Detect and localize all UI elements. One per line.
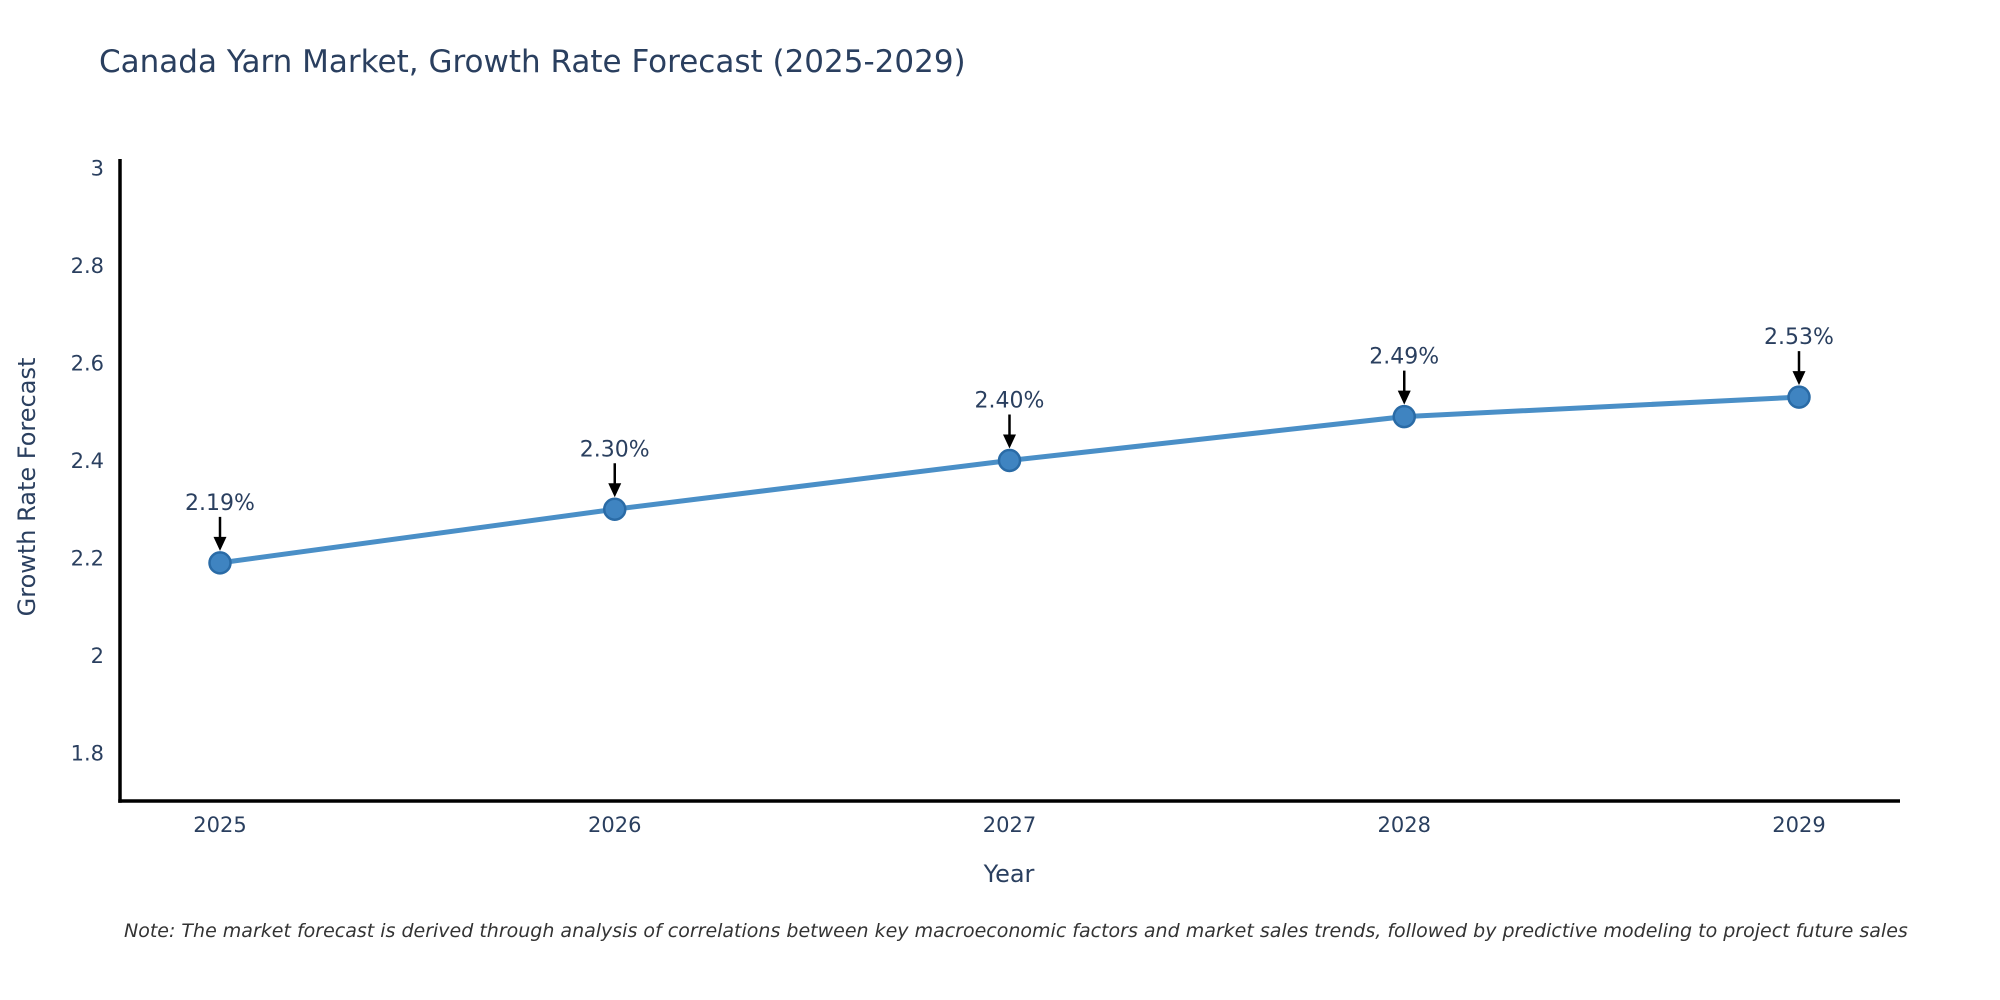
data-point-2029[interactable]	[1787, 385, 1811, 409]
footnote: Note: The market forecast is derived thr…	[124, 920, 1908, 942]
y-tick-label: 2.2	[71, 547, 104, 571]
annotation-arrowhead	[1792, 371, 1806, 386]
x-tick-label: 2029	[1772, 813, 1825, 837]
data-point-2027[interactable]	[997, 448, 1022, 473]
point-value-label: 2.49%	[1369, 345, 1439, 370]
data-point-2025[interactable]	[208, 551, 232, 575]
data-point-2026[interactable]	[603, 497, 627, 521]
y-tick-label: 3	[91, 157, 104, 181]
data-point-2028[interactable]	[1392, 404, 1416, 429]
x-tick-label: 2027	[983, 813, 1036, 837]
y-tick-label: 2	[91, 644, 104, 668]
x-tick-label: 2026	[588, 813, 641, 837]
x-axis-title: Year	[983, 860, 1035, 888]
y-tick-label: 2.8	[71, 254, 104, 278]
point-value-label: 2.40%	[975, 389, 1045, 414]
annotation-arrowhead	[608, 483, 622, 498]
y-tick-label: 2.4	[71, 449, 104, 473]
point-value-label: 2.30%	[580, 437, 650, 462]
point-value-label: 2.19%	[185, 491, 255, 516]
annotation-arrowhead	[1003, 434, 1016, 449]
annotation-arrowhead	[213, 536, 227, 551]
x-tick-label: 2028	[1378, 813, 1431, 837]
annotation-arrowhead	[1397, 390, 1411, 405]
y-tick-label: 1.8	[71, 742, 104, 766]
chart-title: Canada Yarn Market, Growth Rate Forecast…	[99, 44, 966, 80]
y-tick-label: 2.6	[71, 352, 104, 376]
point-value-label: 2.53%	[1764, 325, 1834, 350]
x-tick-label: 2025	[193, 813, 246, 837]
